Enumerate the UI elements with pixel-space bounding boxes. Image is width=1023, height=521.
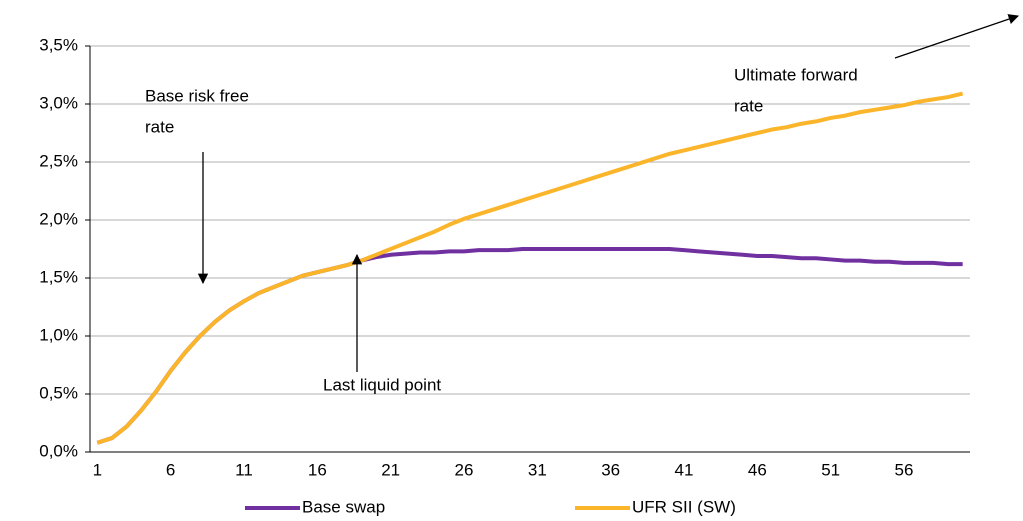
x-tick-label: 1	[93, 460, 102, 479]
y-tick-label: 1,0%	[39, 325, 78, 344]
annotation: rate	[734, 96, 763, 115]
x-tick-label: 31	[528, 460, 547, 479]
y-tick-label: 0,5%	[39, 383, 78, 402]
series-line	[96, 91, 964, 445]
annotations: Base risk free rate Last liquid point Ul…	[145, 14, 1019, 394]
x-tick-label: 36	[601, 460, 620, 479]
arrow	[894, 14, 1019, 59]
legend-label: UFR SII (SW)	[632, 497, 736, 516]
y-tick-label: 3,5%	[39, 35, 78, 54]
legend-label: Base swap	[302, 497, 385, 516]
annotation: Ultimate forward	[734, 65, 858, 84]
y-tick-label: 2,0%	[39, 209, 78, 228]
x-tick-label: 46	[748, 460, 767, 479]
annotation: Last liquid point	[323, 375, 441, 394]
y-tick-label: 3,0%	[39, 93, 78, 112]
y-tick-label: 1,5%	[39, 267, 78, 286]
x-tick-label: 26	[455, 460, 474, 479]
x-tick-label: 6	[166, 460, 175, 479]
annotation: rate	[145, 117, 174, 136]
grid: 0,0%0,5%1,0%1,5%2,0%2,5%3,0%3,5%1 6 11 16 21…	[39, 35, 970, 516]
x-tick-label: 11	[235, 460, 253, 479]
annotation: Base risk free	[145, 86, 249, 105]
x-tick-label: 56	[895, 460, 914, 479]
x-tick-label: 51	[821, 460, 840, 479]
lines	[96, 91, 964, 445]
x-tick-label: 16	[308, 460, 327, 479]
y-tick-label: 2,5%	[39, 151, 78, 170]
x-tick-label: 21	[381, 460, 400, 479]
y-tick-label: 0,0%	[39, 441, 78, 460]
x-tick-label: 41	[675, 460, 694, 479]
